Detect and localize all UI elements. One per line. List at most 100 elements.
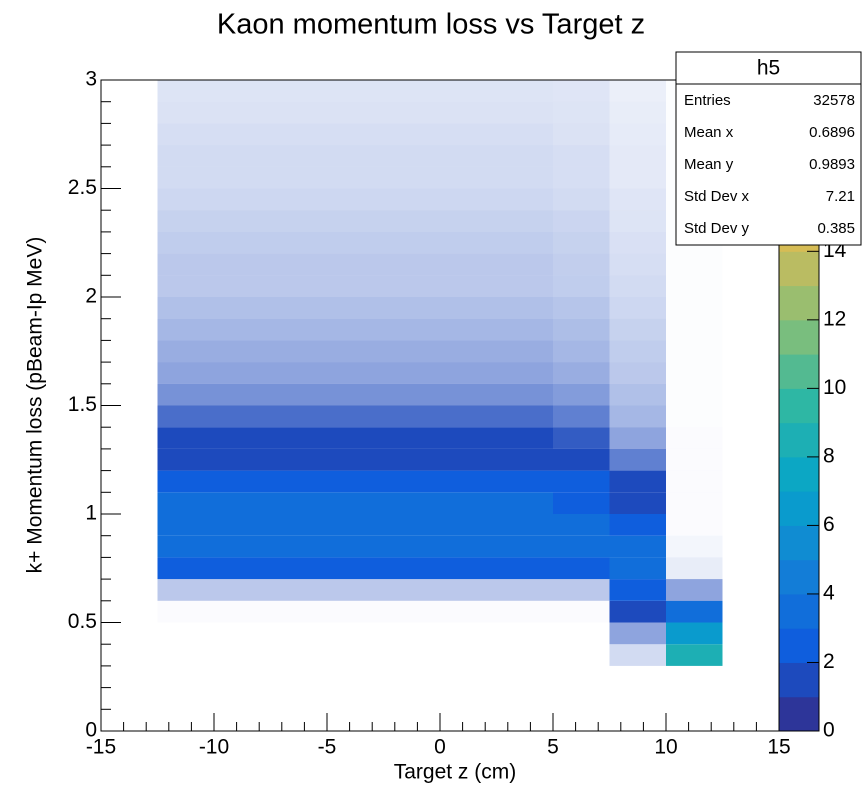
bin — [496, 188, 553, 211]
bin — [553, 166, 610, 189]
bin — [214, 340, 271, 363]
bin — [214, 448, 271, 471]
bin — [157, 188, 214, 211]
z-tick-label: 4 — [823, 581, 835, 604]
bin — [496, 275, 553, 297]
bin — [666, 319, 723, 341]
bin — [666, 622, 723, 645]
bin — [383, 297, 440, 319]
bin — [327, 101, 384, 124]
z-tick-label: 0 — [823, 719, 835, 742]
bin — [383, 535, 440, 558]
bin — [609, 405, 666, 428]
bin — [496, 297, 553, 319]
bin — [497, 601, 554, 623]
bin — [327, 601, 384, 623]
bin — [383, 340, 440, 363]
bin — [327, 535, 384, 558]
bin — [270, 210, 327, 232]
bin — [440, 470, 497, 493]
bin — [440, 145, 497, 167]
bin — [666, 449, 723, 471]
bin — [553, 80, 610, 102]
bin — [270, 275, 327, 297]
bin — [157, 253, 214, 276]
bin — [609, 492, 666, 514]
bin — [609, 514, 666, 536]
palette-band — [779, 525, 819, 561]
bin — [214, 557, 271, 580]
bin — [553, 318, 610, 341]
bin — [327, 188, 384, 211]
bin — [553, 601, 610, 623]
bin — [383, 362, 440, 384]
bin — [327, 166, 384, 189]
bin — [327, 297, 384, 319]
bin — [383, 557, 440, 580]
bin — [496, 405, 553, 428]
bin — [553, 470, 610, 493]
bin — [383, 579, 440, 601]
bin — [214, 253, 271, 276]
bin — [609, 145, 666, 167]
bin — [553, 231, 610, 254]
bin — [383, 383, 440, 406]
bin — [383, 145, 440, 167]
bin — [440, 297, 497, 319]
bin — [383, 123, 440, 146]
bin — [214, 210, 271, 232]
bin — [553, 188, 610, 211]
bin — [270, 188, 327, 211]
bin — [214, 188, 271, 211]
bin — [383, 492, 440, 514]
bin — [609, 383, 666, 406]
bin — [383, 188, 440, 211]
bin — [609, 123, 666, 146]
palette-band — [779, 285, 819, 321]
bin — [157, 340, 214, 363]
bin — [157, 318, 214, 341]
bin — [157, 166, 214, 189]
bin — [214, 383, 271, 406]
bin — [553, 427, 610, 449]
bin — [496, 101, 553, 124]
bin — [270, 340, 327, 363]
bin — [609, 340, 666, 363]
palette-band — [779, 354, 819, 389]
bin — [157, 123, 214, 146]
bin — [271, 601, 328, 623]
bin — [496, 535, 553, 558]
bin — [214, 166, 271, 189]
palette-band — [779, 559, 819, 595]
bin — [383, 253, 440, 276]
bin — [157, 297, 214, 319]
bin — [270, 427, 327, 449]
stats-label: Mean y — [684, 156, 734, 173]
bin — [440, 253, 497, 276]
z-tick-label: 10 — [823, 376, 846, 399]
bin — [440, 188, 497, 211]
stats-value: 32578 — [813, 92, 855, 109]
palette-band — [779, 319, 819, 355]
stats-value: 0.9893 — [809, 156, 855, 173]
bin — [440, 101, 497, 124]
stats-value: 0.6896 — [809, 124, 855, 141]
bin — [270, 470, 327, 493]
palette-band — [779, 388, 819, 424]
bin — [496, 492, 553, 514]
stats-value: 7.21 — [826, 188, 855, 205]
bin — [157, 579, 214, 601]
bin — [270, 123, 327, 146]
bin — [440, 514, 497, 536]
bin — [553, 101, 610, 124]
bin — [609, 80, 666, 102]
bin — [157, 383, 214, 406]
bin — [383, 210, 440, 232]
bin — [158, 601, 215, 623]
stats-label: Std Dev y — [684, 220, 750, 237]
bin — [496, 145, 553, 167]
x-axis-label: Target z (cm) — [394, 761, 517, 784]
bin — [440, 579, 497, 601]
palette-band — [779, 422, 819, 458]
bin — [214, 297, 271, 319]
